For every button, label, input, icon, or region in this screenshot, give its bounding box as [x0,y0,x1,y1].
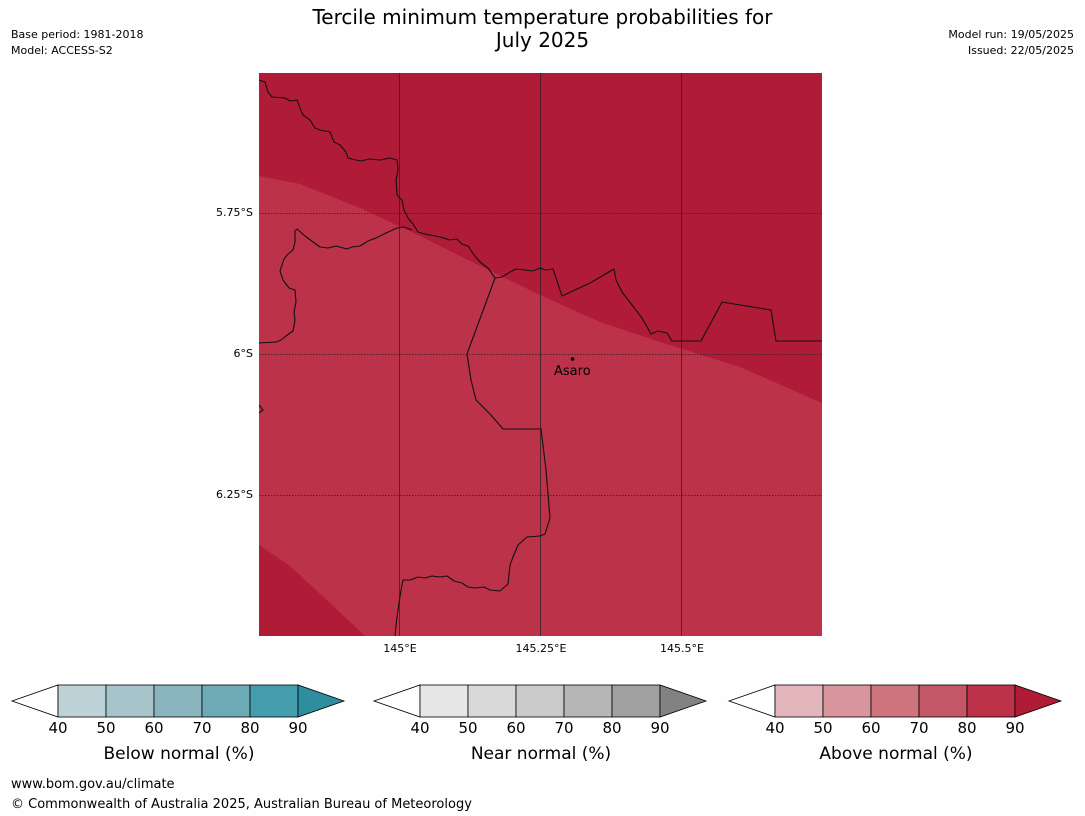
colorbar-below-normal: 40 50 60 70 80 90 Below normal (%) [10,684,348,764]
cb-tick: 70 [192,719,212,737]
colorbar-near-label: Near normal (%) [470,744,612,764]
colorbar-swatch [563,684,613,718]
cb-tick: 70 [554,719,574,737]
colorbar-swatch [467,684,517,718]
colorbar-near-ticks: 40 50 60 70 80 90 [372,719,710,737]
footer-url[interactable]: www.bom.gov.au/climate [11,777,175,792]
colorbar-over-triangle [659,684,708,718]
place-label-asaro: Asaro [554,364,591,379]
cb-tick: 80 [240,719,260,737]
boundaries [259,79,822,636]
lon-tick-145-5: 145.5°E [660,642,704,655]
cb-tick: 40 [410,719,430,737]
lat-tick-6: 6°S [233,347,253,360]
meta-left: Base period: 1981-2018 Model: ACCESS-S2 [11,27,143,59]
base-period: Base period: 1981-2018 [11,28,144,41]
colorbar-below-swatches [10,684,346,718]
cb-tick: 60 [506,719,526,737]
cb-tick: 40 [48,719,68,737]
footer-copyright: © Commonwealth of Australia 2025, Austra… [11,797,472,812]
colorbar-swatch [153,684,203,718]
cb-tick: 50 [813,719,833,737]
graticule [259,73,822,636]
title-line-2: July 2025 [495,28,590,52]
model-name: Model: ACCESS-S2 [11,44,113,57]
colorbar-under-triangle [10,684,59,718]
cb-tick: 50 [96,719,116,737]
cb-tick: 90 [650,719,670,737]
colorbar-over-triangle [1014,684,1063,718]
colorbar-swatch [870,684,920,718]
cb-tick: 90 [288,719,308,737]
cb-tick: 50 [458,719,478,737]
cb-tick: 60 [144,719,164,737]
cb-tick: 80 [602,719,622,737]
lon-tick-145: 145°E [383,642,417,655]
cb-tick: 90 [1005,719,1025,737]
colorbar-swatch [966,684,1016,718]
cb-tick: 40 [765,719,785,737]
colorbar-under-triangle [372,684,421,718]
boundary-north [259,79,822,342]
colorbar-swatch [822,684,872,718]
lat-tick-6-25: 6.25°S [216,488,253,501]
colorbar-swatch [515,684,565,718]
colorbar-above-swatches [727,684,1063,718]
asaro-marker [570,357,575,361]
lat-tick-5-75: 5.75°S [216,206,253,219]
colorbar-swatch [57,684,107,718]
colorbar-near-swatches [372,684,708,718]
map-title: Tercile minimum temperature probabilitie… [0,6,1085,52]
colorbar-below-ticks: 40 50 60 70 80 90 [10,719,348,737]
footer: www.bom.gov.au/climate © Commonwealth of… [11,775,472,815]
colorbar-above-label: Above normal (%) [819,744,973,764]
boundary-central [394,277,551,636]
colorbar-over-triangle [297,684,346,718]
colorbar-swatch [918,684,968,718]
colorbar-swatch [249,684,299,718]
colorbar-under-triangle [727,684,776,718]
issued-date: Issued: 22/05/2025 [967,44,1074,57]
colorbar-swatch [774,684,824,718]
title-line-1: Tercile minimum temperature probabilitie… [312,5,773,29]
colorbar-above-normal: 40 50 60 70 80 90 Above normal (%) [727,684,1065,764]
colorbar-below-label: Below normal (%) [103,744,255,764]
boundary-west [259,226,413,344]
colorbar-swatch [611,684,661,718]
colorbar-swatch [419,684,469,718]
cb-tick: 80 [957,719,977,737]
cb-tick: 70 [909,719,929,737]
colorbar-swatch [105,684,155,718]
model-run: Model run: 19/05/2025 [948,28,1074,41]
colorbar-swatch [201,684,251,718]
colorbar-above-ticks: 40 50 60 70 80 90 [727,719,1065,737]
colorbar-near-normal: 40 50 60 70 80 90 Near normal (%) [372,684,710,764]
meta-right: Model run: 19/05/2025 Issued: 22/05/2025 [948,27,1074,59]
lon-tick-145-25: 145.25°E [515,642,567,655]
boundary-edge [259,404,264,414]
cb-tick: 60 [861,719,881,737]
